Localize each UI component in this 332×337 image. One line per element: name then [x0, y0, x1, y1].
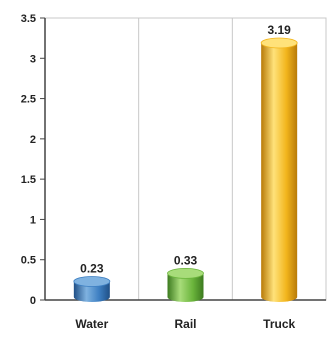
y-tick-label: 2 — [30, 134, 36, 146]
y-tick-label: 1.5 — [21, 174, 36, 186]
bar-body — [73, 281, 110, 302]
data-label-water: 0.23 — [80, 261, 104, 275]
y-tick-label: 3.5 — [21, 13, 36, 25]
data-label-truck: 3.19 — [267, 23, 291, 37]
bar-top — [73, 276, 111, 287]
y-tick-label: 0 — [30, 295, 36, 307]
bar-water — [73, 276, 111, 302]
bar-top — [260, 37, 298, 49]
x-tick-label-water: Water — [75, 317, 108, 331]
x-tick-label-rail: Rail — [174, 317, 196, 331]
bar-body — [167, 273, 204, 302]
bar-top — [167, 268, 204, 279]
y-axis: 0 0.5 1 1.5 2 2.5 3 3.5 — [21, 13, 45, 307]
bars: 0.23 0.33 3.19 — [73, 23, 298, 302]
bar-body — [261, 42, 298, 302]
y-tick-label: 1 — [30, 214, 36, 226]
data-label-rail: 0.33 — [174, 253, 198, 267]
bar-truck — [260, 37, 298, 302]
x-axis: Water Rail Truck — [75, 317, 295, 331]
bar-rail — [167, 268, 204, 302]
x-tick-label-truck: Truck — [263, 317, 295, 331]
y-tick-label: 0.5 — [21, 255, 36, 267]
y-tick-label: 3 — [30, 53, 36, 65]
y-tick-label: 2.5 — [21, 94, 36, 106]
